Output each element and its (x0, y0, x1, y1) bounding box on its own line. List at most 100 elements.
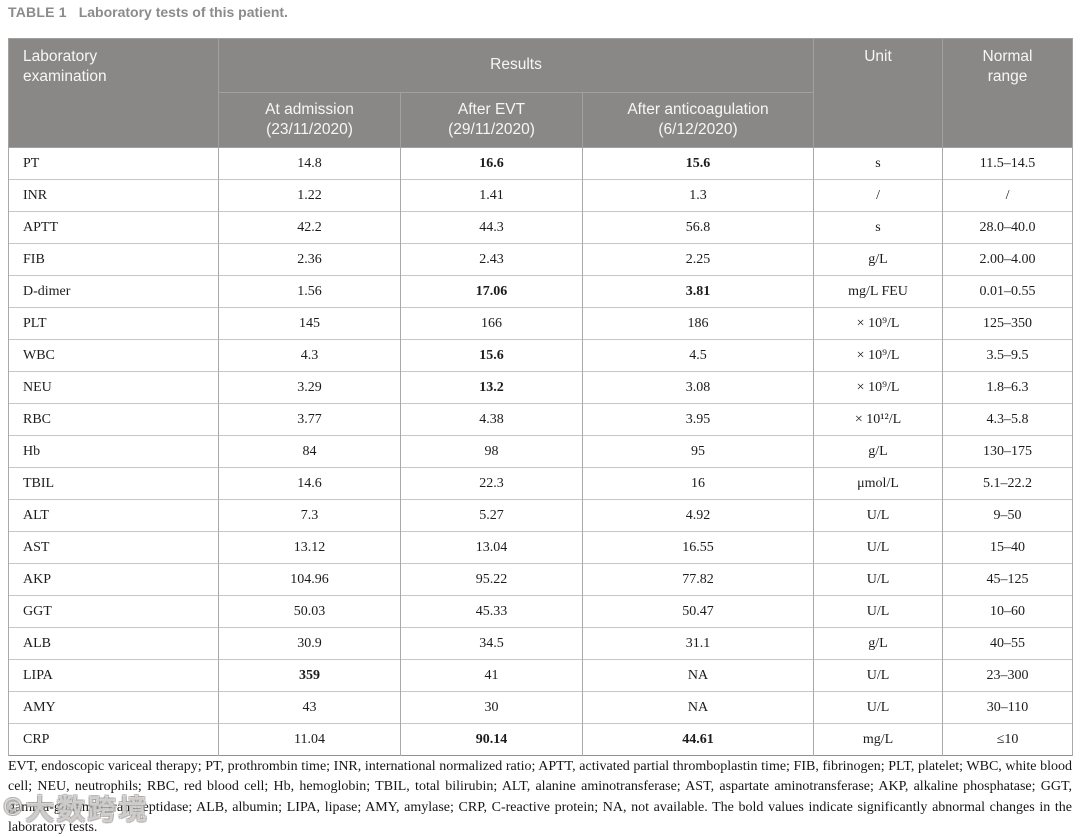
table-caption: Laboratory tests of this patient. (78, 4, 288, 20)
table-row: APTT 42.2 44.3 56.8 s 28.0–40.0 (8, 211, 1074, 244)
normal-range-cell: 28.0–40.0 (942, 211, 1074, 244)
unit-cell: mg/L (813, 723, 944, 756)
normal-range-cell: ≤10 (942, 723, 1074, 756)
row-label: PLT (8, 307, 219, 340)
table-row: LIPA 359 41 NA U/L 23–300 (8, 659, 1074, 692)
result-after-anticoagulation: 56.8 (581, 211, 815, 244)
header-row-top: Laboratory examination Results Unit Norm… (8, 38, 1074, 148)
result-after-anticoagulation: 95 (581, 435, 815, 468)
at-admission-label: At admission (265, 100, 354, 118)
result-at-admission: 1.56 (218, 275, 401, 308)
normal-range-cell: 23–300 (942, 659, 1074, 692)
result-after-anticoagulation: 50.47 (581, 595, 815, 628)
col-header-laboratory-examination: Laboratory examination (8, 38, 219, 148)
table-row: CRP 11.04 90.14 44.61 mg/L ≤10 (8, 723, 1074, 756)
table-footnote: EVT, endoscopic variceal therapy; PT, pr… (8, 759, 1072, 835)
normal-range-cell: 0.01–0.55 (942, 275, 1074, 308)
row-label: CRP (8, 723, 219, 756)
unit-cell: U/L (813, 659, 944, 692)
result-after-anticoagulation: 4.92 (581, 499, 815, 532)
result-after-evt: 4.38 (400, 403, 583, 436)
unit-cell: s (813, 211, 944, 244)
result-after-evt: 13.04 (400, 531, 583, 564)
row-label: NEU (8, 371, 219, 404)
row-label: WBC (8, 339, 219, 372)
unit-cell: g/L (813, 435, 944, 468)
result-after-evt: 5.27 (400, 499, 583, 532)
at-admission-date: (23/11/2020) (266, 121, 353, 138)
result-after-evt: 45.33 (400, 595, 583, 628)
row-label: FIB (8, 243, 219, 276)
result-after-anticoagulation: 3.95 (581, 403, 815, 436)
normal-range-cell: 30–110 (942, 691, 1074, 724)
result-after-evt: 41 (400, 659, 583, 692)
result-after-anticoagulation: 44.61 (581, 723, 815, 756)
result-after-evt: 1.41 (400, 179, 583, 212)
table-header: Laboratory examination Results Unit Norm… (8, 38, 1074, 148)
row-label: AST (8, 531, 219, 564)
row-label: AKP (8, 563, 219, 596)
row-label: ALT (8, 499, 219, 532)
result-after-anticoagulation: NA (581, 691, 815, 724)
result-after-anticoagulation: NA (581, 659, 815, 692)
result-after-anticoagulation: 1.3 (581, 179, 815, 212)
result-after-evt: 44.3 (400, 211, 583, 244)
unit-cell: g/L (813, 627, 944, 660)
table-row: NEU 3.29 13.2 3.08 × 10⁹/L 1.8–6.3 (8, 371, 1074, 404)
table-row: D-dimer 1.56 17.06 3.81 mg/L FEU 0.01–0.55 (8, 275, 1074, 308)
result-after-evt: 95.22 (400, 563, 583, 596)
table-row: ALT 7.3 5.27 4.92 U/L 9–50 (8, 499, 1074, 532)
col-header-normal-range-label: Normal range (982, 48, 1033, 86)
unit-cell: U/L (813, 499, 944, 532)
table-row: RBC 3.77 4.38 3.95 × 10¹²/L 4.3–5.8 (8, 403, 1074, 436)
normal-range-cell: 4.3–5.8 (942, 403, 1074, 436)
normal-range-cell: 130–175 (942, 435, 1074, 468)
result-at-admission: 145 (218, 307, 401, 340)
table-row: AMY 43 30 NA U/L 30–110 (8, 691, 1074, 724)
col-header-results: Results (217, 38, 815, 93)
result-after-anticoagulation: 15.6 (581, 147, 815, 180)
unit-cell: s (813, 147, 944, 180)
result-at-admission: 3.29 (218, 371, 401, 404)
result-after-evt: 2.43 (400, 243, 583, 276)
result-at-admission: 2.36 (218, 243, 401, 276)
header-row-sub: At admission (23/11/2020) After EVT (29/… (9, 92, 1073, 148)
normal-range-cell: 40–55 (942, 627, 1074, 660)
col-header-unit: Unit (813, 38, 944, 148)
result-at-admission: 43 (218, 691, 401, 724)
col-header-normal-range: Normal range (942, 38, 1074, 148)
result-after-evt: 17.06 (400, 275, 583, 308)
unit-cell: g/L (813, 243, 944, 276)
result-after-anticoagulation: 4.5 (581, 339, 815, 372)
unit-cell: / (813, 179, 944, 212)
after-evt-date: (29/11/2020) (448, 121, 535, 138)
unit-cell: U/L (813, 691, 944, 724)
row-label: PT (8, 147, 219, 180)
unit-cell: U/L (813, 595, 944, 628)
normal-range-cell: 125–350 (942, 307, 1074, 340)
normal-range-cell: 10–60 (942, 595, 1074, 628)
row-label: GGT (8, 595, 219, 628)
result-after-anticoagulation: 77.82 (581, 563, 815, 596)
table-row: AKP 104.96 95.22 77.82 U/L 45–125 (8, 563, 1074, 596)
table-row: PT 14.8 16.6 15.6 s 11.5–14.5 (8, 147, 1074, 180)
col-header-laboratory-examination-label: Laboratory examination (23, 48, 107, 86)
result-after-anticoagulation: 186 (581, 307, 815, 340)
result-at-admission: 84 (218, 435, 401, 468)
result-at-admission: 42.2 (218, 211, 401, 244)
normal-range-cell: 5.1–22.2 (942, 467, 1074, 500)
table-body: PT 14.8 16.6 15.6 s 11.5–14.5 INR 1.22 1.41 1.3//… (8, 147, 1074, 756)
result-after-anticoagulation: 2.25 (581, 243, 815, 276)
result-after-evt: 16.6 (400, 147, 583, 180)
result-at-admission: 104.96 (218, 563, 401, 596)
row-label: Hb (8, 435, 219, 468)
result-at-admission: 359 (218, 659, 401, 692)
row-label: INR (8, 179, 219, 212)
result-after-anticoagulation: 3.08 (581, 371, 815, 404)
table-row: Hb 84 98 95 g/L 130–175 (8, 435, 1074, 468)
result-at-admission: 7.3 (218, 499, 401, 532)
table-row: AST 13.12 13.04 16.55 U/L 15–40 (8, 531, 1074, 564)
unit-cell: × 10⁹/L (813, 339, 944, 372)
result-after-anticoagulation: 16.55 (581, 531, 815, 564)
